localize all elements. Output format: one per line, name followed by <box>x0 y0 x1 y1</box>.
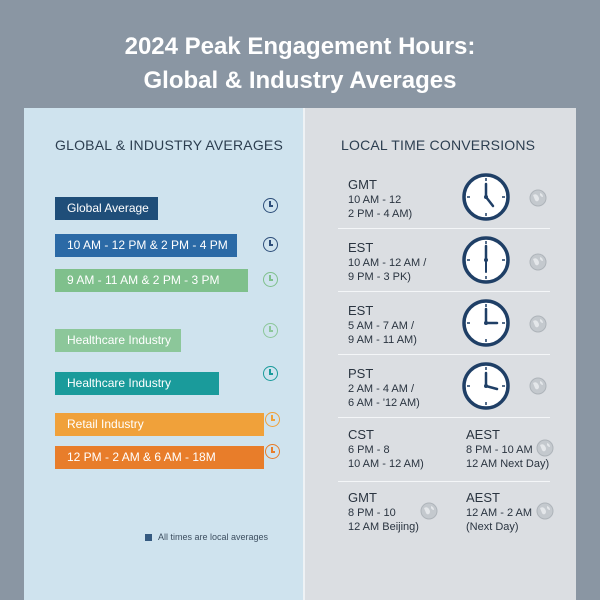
zone-time: 10 AM - 12 AM) <box>348 458 424 470</box>
zone-block: CST 6 PM - 8 10 AM - 12 AM) <box>348 427 424 471</box>
clock-icon <box>265 412 280 427</box>
zone-time: 10 AM - 12 AM / <box>348 257 427 269</box>
zone-time: 6 PM - 8 <box>348 444 390 456</box>
averages-panel <box>24 108 303 600</box>
row-divider <box>338 228 550 229</box>
clock-icon <box>462 236 510 284</box>
clock-icon <box>462 362 510 410</box>
clock-icon <box>263 323 278 338</box>
zone-code: GMT <box>348 177 377 192</box>
bar-healthcare-1: Healthcare Industry <box>55 329 181 352</box>
globe-icon <box>529 315 547 333</box>
zone-time: 12 AM Beijing) <box>348 521 419 533</box>
zone-time: 9 AM - 11 AM) <box>348 334 417 346</box>
bar-healthcare-2: Healthcare Industry <box>55 372 219 395</box>
zone-block: GMT 10 AM - 12 2 PM - 4 AM) <box>348 177 412 221</box>
zone-code: GMT <box>348 490 377 505</box>
zone-time: 9 PM - 3 PK) <box>348 271 411 283</box>
bar-global-hours: 10 AM - 12 PM & 2 PM - 4 PM <box>55 234 237 257</box>
title-line-2: Global & Industry Averages <box>143 67 457 94</box>
zone-time: (Next Day) <box>466 521 519 533</box>
bar-retail-hours: 12 PM - 2 AM & 6 AM - 18M <box>55 446 264 469</box>
zone-code: PST <box>348 366 374 381</box>
zone-time: 6 AM - '12 AM) <box>348 397 420 409</box>
zone-time: 12 AM - 2 AM <box>466 507 533 519</box>
zone-code: AEST <box>466 490 500 505</box>
zone-block: AEST 12 AM - 2 AM (Next Day) <box>466 490 532 534</box>
zone-code: EST <box>348 240 374 255</box>
globe-icon <box>529 377 547 395</box>
zone-block: AEST 8 PM - 10 AM 12 AM Next Day) <box>466 427 549 471</box>
zone-time: 8 PM - 10 <box>348 507 396 519</box>
bar-global-average: Global Average <box>55 197 158 220</box>
clock-icon <box>462 173 510 221</box>
globe-icon <box>529 253 547 271</box>
footnote: All times are local averages <box>145 532 268 542</box>
averages-heading: GLOBAL & INDUSTRY AVERAGES <box>55 137 283 153</box>
zone-time: 10 AM - 12 <box>348 194 402 206</box>
zone-block: GMT 8 PM - 10 12 AM Beijing) <box>348 490 419 534</box>
zone-block: EST 10 AM - 12 AM / 9 PM - 3 PK) <box>348 240 426 284</box>
row-divider <box>338 354 550 355</box>
title-line-1: 2024 Peak Engagement Hours: <box>124 33 476 60</box>
panel-divider <box>303 108 305 600</box>
globe-icon <box>529 189 547 207</box>
zone-block: PST 2 AM - 4 AM / 6 AM - '12 AM) <box>348 366 420 410</box>
clock-icon <box>263 237 278 252</box>
zone-code: CST <box>348 427 374 442</box>
clock-icon <box>263 366 278 381</box>
page-title: 2024 Peak Engagement Hours: Global & Ind… <box>0 30 600 98</box>
clock-icon <box>265 444 280 459</box>
globe-icon <box>536 502 554 520</box>
zone-time: 8 PM - 10 AM <box>466 444 533 456</box>
row-divider <box>338 417 550 418</box>
zone-time: 2 PM - 4 AM) <box>348 208 413 220</box>
bar-retail: Retail Industry <box>55 413 264 436</box>
zone-time: 2 AM - 4 AM / <box>348 383 415 395</box>
conversions-heading: LOCAL TIME CONVERSIONS <box>341 137 536 153</box>
row-divider <box>338 291 550 292</box>
clock-icon <box>263 198 278 213</box>
footnote-text: All times are local averages <box>158 532 269 542</box>
globe-icon <box>420 502 438 520</box>
clock-icon <box>263 272 278 287</box>
globe-icon <box>536 439 554 457</box>
zone-code: EST <box>348 303 374 318</box>
bar-secondary-hours: 9 AM - 11 AM & 2 PM - 3 PM <box>55 269 248 292</box>
zone-time: 5 AM - 7 AM / <box>348 320 415 332</box>
zone-time: 12 AM Next Day) <box>466 458 550 470</box>
row-divider <box>338 481 550 482</box>
legend-square-icon <box>145 533 152 541</box>
clock-icon <box>462 299 510 347</box>
zone-code: AEST <box>466 427 500 442</box>
zone-block: EST 5 AM - 7 AM / 9 AM - 11 AM) <box>348 303 417 347</box>
